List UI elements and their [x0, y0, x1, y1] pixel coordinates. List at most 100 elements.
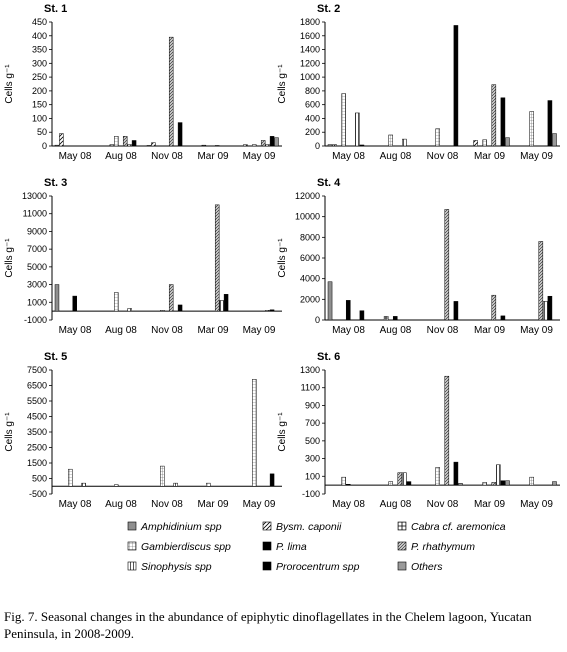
legend-label: Sinophysis spp [141, 561, 212, 573]
y-tick-label: 8000 [300, 232, 320, 242]
bar-prhathymum [444, 209, 450, 321]
x-tick-label: Nov 08 [151, 499, 183, 510]
y-tick-label: 1200 [300, 58, 320, 68]
chart-title: St. 5 [44, 351, 67, 363]
x-tick-label: Mar 09 [197, 151, 229, 162]
bar-others [505, 137, 510, 147]
bar-prhathymum [491, 84, 497, 147]
y-tick-label: 700 [305, 418, 320, 428]
y-tick-label: 1100 [301, 383, 320, 393]
bar-bysmatrum [243, 144, 248, 147]
bar-prorocentrum [500, 97, 506, 147]
bar-sinophysis [127, 144, 132, 147]
legend-item-cabra: Cabra cf. aremonica [397, 521, 506, 533]
bar-gambierdiscus [482, 482, 487, 486]
bar-sinophysis [219, 300, 224, 312]
bar-amphidinium [327, 144, 333, 147]
chart-title: St. 6 [317, 351, 340, 363]
chart-panel-2: St. 2 Cells g⁻¹ 0 200 400 600 800 1000 1200 1400 1… [277, 3, 560, 162]
chart-title: St. 3 [44, 177, 67, 189]
y-tick-label: 50 [37, 127, 47, 137]
y-tick-label: 7500 [27, 365, 47, 375]
x-tick-label: May 09 [243, 325, 276, 336]
bar-sinophysis [355, 112, 360, 147]
legend-swatch [262, 521, 272, 531]
x-tick-label: May 09 [520, 325, 553, 336]
y-axis-label: Cells g⁻¹ [277, 412, 288, 452]
x-tick-label: May 08 [332, 151, 365, 162]
y-tick-label: 1500 [27, 458, 47, 468]
chart-title: St. 4 [317, 177, 341, 189]
y-tick-label: 3000 [27, 280, 47, 290]
bar-gambierdiscus [252, 144, 257, 147]
legend-label: Gambierdiscus spp [141, 541, 231, 553]
legend-label: Others [411, 561, 443, 573]
bar-sinophysis [127, 308, 132, 312]
bar-prorocentrum [406, 481, 412, 486]
x-tick-label: May 09 [520, 151, 553, 162]
bar-bysmatrum [332, 144, 337, 147]
bar-others [274, 137, 279, 147]
bar-prhathymum [122, 136, 128, 147]
bar-prhathymum [260, 140, 266, 147]
y-tick-label: 1000 [300, 72, 320, 82]
y-tick-label: 2000 [300, 294, 320, 304]
y-tick-label: 300 [32, 58, 47, 68]
bar-prorocentrum [177, 122, 183, 147]
chart-panel-5: St. 5 Cells g⁻¹ -500 500 1500 2500 3500 4500 550… [4, 351, 282, 510]
bar-prorocentrum [177, 304, 183, 312]
bar-gambierdiscus [482, 139, 487, 147]
y-tick-label: 9000 [27, 226, 47, 236]
y-tick-label: 500 [305, 436, 320, 446]
bar-gambierdiscus [160, 310, 165, 312]
bar-prorocentrum [500, 315, 506, 321]
bar-gambierdiscus [529, 111, 534, 147]
chart-panel-4: St. 4 Cells g⁻¹ 0 2000 4000 6000 8000 10000 1200… [277, 177, 560, 336]
bar-cabra [201, 144, 207, 147]
y-axis-label: Cells g⁻¹ [4, 412, 15, 452]
legend-swatch [262, 541, 272, 551]
figure-caption: Fig. 7. Seasonal changes in the abundanc… [4, 609, 532, 641]
bar-prorocentrum [453, 461, 459, 486]
x-tick-label: Mar 09 [197, 499, 229, 510]
bar-sinophysis [81, 482, 86, 487]
bar-plima [345, 484, 351, 486]
x-tick-label: Nov 08 [427, 151, 459, 162]
bar-prhathymum [491, 294, 497, 321]
y-tick-label: 11000 [23, 209, 47, 219]
legend-item-prorocentrum: Prorocentrum spp [262, 561, 360, 573]
bar-prorocentrum [359, 144, 365, 147]
bar-sinophysis [496, 464, 501, 486]
y-tick-label: 350 [32, 45, 47, 55]
y-tick-label: 100 [32, 113, 47, 123]
y-tick-label: 4500 [27, 412, 47, 422]
legend-item-gambierdiscus: Gambierdiscus spp [127, 541, 231, 553]
bar-prorocentrum [131, 140, 137, 147]
legend-swatch [262, 561, 272, 571]
legend-swatch [397, 541, 407, 551]
y-tick-label: 0 [42, 141, 47, 151]
y-tick-label: 1600 [300, 31, 320, 41]
y-axis-label: Cells g⁻¹ [277, 238, 288, 278]
bar-gambierdiscus [435, 467, 440, 486]
x-tick-label: May 08 [59, 151, 92, 162]
bar-gambierdiscus [388, 481, 393, 486]
y-tick-label: 1000 [27, 297, 47, 307]
y-axis-label: Cells g⁻¹ [4, 238, 15, 278]
legend-swatch [127, 561, 137, 571]
bar-prhathymum [444, 375, 450, 486]
bar-others [552, 133, 557, 147]
bar-sinophysis [173, 482, 178, 487]
y-tick-label: 600 [305, 100, 320, 110]
legend-label: P. lima [276, 541, 307, 553]
y-tick-label: 1800 [300, 17, 320, 27]
legend-item-bysmatrum: Bysm. caponii [262, 521, 342, 533]
y-tick-label: -500 [29, 489, 47, 499]
bar-gambierdiscus [341, 476, 346, 486]
bar-prorocentrum [359, 310, 365, 321]
bar-prorocentrum [223, 294, 229, 312]
chart-title: St. 2 [317, 3, 340, 15]
bar-prorocentrum [453, 25, 459, 147]
bar-sinophysis [265, 144, 270, 147]
legend-swatch [127, 521, 137, 531]
